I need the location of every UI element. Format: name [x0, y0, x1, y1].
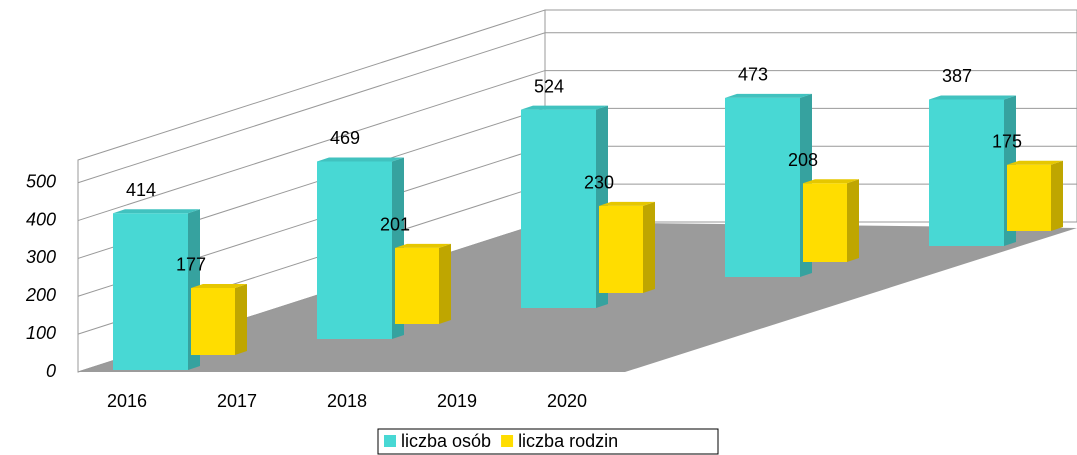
value-label: 473: [738, 65, 768, 85]
y-tick-label: 500: [26, 171, 56, 191]
bar-top: [191, 283, 247, 288]
bar-front: [521, 109, 596, 308]
bar-front: [725, 97, 800, 277]
bar-front: [929, 99, 1004, 246]
x-tick-label: 2016: [107, 391, 147, 411]
legend-box: [377, 428, 719, 455]
bar: [599, 201, 655, 293]
bar-top: [725, 93, 812, 98]
bar-top: [521, 105, 608, 110]
legend-swatch: [384, 435, 396, 447]
legend-label: liczba rodzin: [518, 431, 618, 451]
bar-side: [439, 243, 451, 324]
bar: [1007, 160, 1063, 231]
bar: [113, 209, 200, 370]
bar-front: [395, 247, 439, 324]
bar-top: [317, 157, 404, 162]
bar: [803, 179, 859, 262]
bar-front: [803, 183, 847, 262]
bar-top: [929, 95, 1016, 100]
x-tick-label: 2017: [217, 391, 257, 411]
grid-line: [77, 32, 1077, 184]
value-label: 230: [584, 173, 614, 193]
bar-front: [191, 287, 235, 355]
bar-side: [1051, 160, 1063, 231]
bar-top: [599, 201, 655, 206]
bar-side: [847, 179, 859, 262]
y-tick-label: 300: [26, 247, 56, 267]
bar-front: [317, 161, 392, 339]
value-label: 201: [380, 215, 410, 235]
bar-front: [1007, 164, 1051, 231]
grid-line: [77, 70, 1077, 222]
y-tick-label: 100: [26, 323, 56, 343]
bar: [191, 283, 247, 355]
value-label: 387: [942, 66, 972, 86]
bar: [395, 243, 451, 324]
value-label: 414: [126, 180, 156, 200]
bar-side: [643, 201, 655, 293]
y-tick-label: 200: [25, 285, 56, 305]
bar: [521, 105, 608, 308]
bar: [725, 93, 812, 277]
y-tick-label: 400: [26, 209, 56, 229]
value-label: 208: [788, 150, 818, 170]
bar: [317, 157, 404, 339]
bar-top: [395, 243, 451, 248]
value-label: 177: [176, 255, 206, 275]
x-tick-label: 2020: [547, 391, 587, 411]
bar-front: [113, 213, 188, 370]
bar-top: [1007, 160, 1063, 165]
value-label: 524: [534, 76, 564, 96]
legend: liczba osób liczba rodzin: [377, 428, 719, 455]
y-tick-label: 0: [46, 361, 56, 381]
x-tick-label: 2019: [437, 391, 477, 411]
value-label: 175: [992, 132, 1022, 152]
bar-top: [803, 179, 859, 184]
legend-label: liczba osób: [401, 431, 491, 451]
legend-swatch: [501, 435, 514, 447]
bar-side: [235, 283, 247, 355]
bar: [929, 95, 1016, 246]
bar-top: [113, 209, 200, 214]
value-label: 469: [330, 128, 360, 148]
x-tick-label: 2018: [327, 391, 367, 411]
bar-front: [599, 205, 643, 293]
